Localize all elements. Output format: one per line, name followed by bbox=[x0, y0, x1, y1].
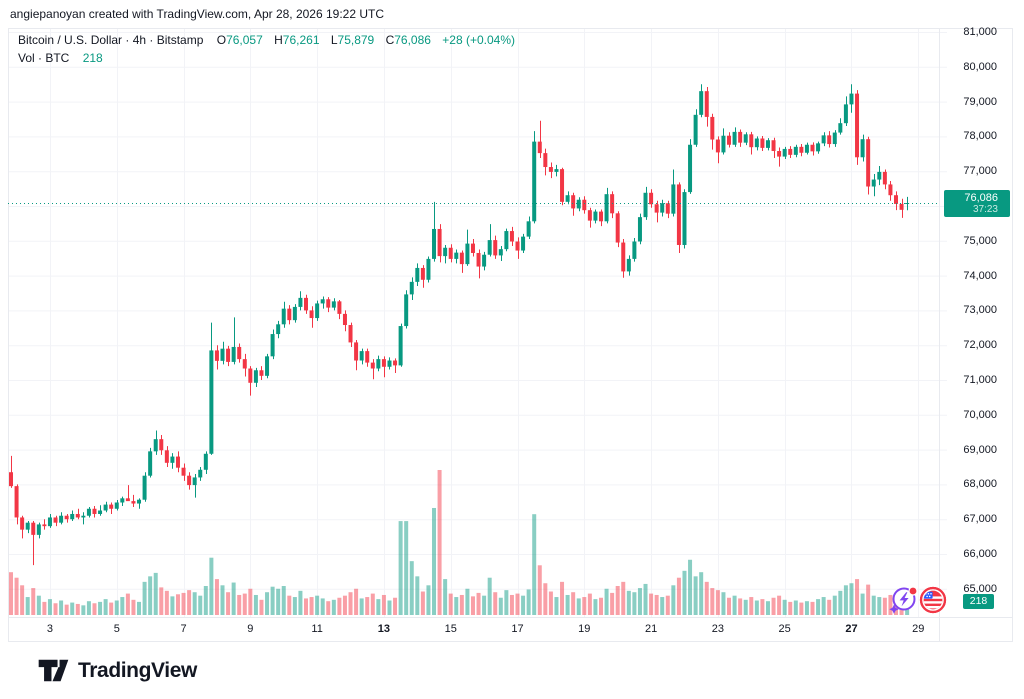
legend-high: H76,261 bbox=[274, 33, 320, 47]
price-tick-label: 70,000 bbox=[963, 408, 997, 421]
time-tick-label: 21 bbox=[644, 623, 658, 635]
symbol-title[interactable]: Bitcoin / U.S. Dollar · 4h · Bitstamp bbox=[18, 33, 204, 47]
volume-value: 218 bbox=[82, 51, 103, 65]
time-tick-label: 15 bbox=[444, 623, 457, 635]
legend-volume-row: Vol · BTC 218 bbox=[18, 50, 515, 66]
legend-close: C76,086 bbox=[385, 33, 431, 47]
price-tick-label: 67,000 bbox=[963, 513, 997, 526]
price-tick-label: 81,000 bbox=[963, 26, 997, 38]
legend-ohlc-row: Bitcoin / U.S. Dollar · 4h · Bitstamp O7… bbox=[18, 32, 515, 48]
time-tick-label: 17 bbox=[511, 623, 524, 635]
legend-change: +28 (+0.04%) bbox=[442, 33, 516, 47]
volume-badge: 218 bbox=[963, 594, 994, 609]
events-flag-icon[interactable] bbox=[919, 586, 949, 616]
price-tick-label: 77,000 bbox=[963, 165, 997, 178]
price-tick-label: 68,000 bbox=[963, 478, 997, 491]
volume-label: Vol · BTC bbox=[18, 51, 70, 65]
price-tick-label: 79,000 bbox=[963, 95, 997, 108]
price-tick-label: 73,000 bbox=[963, 304, 997, 317]
last-price-value: 76,086 bbox=[964, 192, 998, 204]
time-tick-label: 3 bbox=[46, 623, 54, 635]
time-tick-label: 23 bbox=[711, 623, 724, 635]
time-tick-label: 13 bbox=[377, 623, 391, 635]
bar-countdown: 37:23 bbox=[972, 204, 998, 215]
price-tick-label: 80,000 bbox=[963, 60, 997, 73]
tradingview-logo-text: TradingView bbox=[78, 658, 197, 682]
price-tick-label: 72,000 bbox=[963, 339, 997, 352]
time-tick-label: 5 bbox=[113, 623, 120, 635]
symbol-legend[interactable]: Bitcoin / U.S. Dollar · 4h · Bitstamp O7… bbox=[18, 32, 515, 68]
tradingview-logo[interactable]: TradingView bbox=[38, 657, 197, 684]
tradingview-logo-icon bbox=[38, 659, 69, 682]
attribution-text: angiepanoyan created with TradingView.co… bbox=[10, 7, 385, 21]
legend-low: L75,879 bbox=[330, 33, 375, 47]
price-tick-label: 75,000 bbox=[963, 234, 997, 247]
time-axis[interactable]: 3 5 7 9 11 13 15 17 19 21 23 25 27 29 bbox=[0, 617, 1013, 641]
time-tick-label: 9 bbox=[247, 623, 254, 635]
price-tick-label: 65,000 bbox=[963, 582, 997, 595]
events-lightning-icon[interactable] bbox=[888, 584, 918, 614]
price-tick-label: 74,000 bbox=[963, 269, 997, 282]
price-tick-label: 71,000 bbox=[963, 374, 997, 386]
time-tick-label: 7 bbox=[180, 623, 187, 635]
time-tick-label: 25 bbox=[778, 623, 791, 635]
time-tick-label: 11 bbox=[311, 623, 323, 635]
time-tick-label: 19 bbox=[578, 623, 591, 635]
last-price-badge: 76,086 37:23 bbox=[944, 190, 1010, 217]
price-tick-label: 78,000 bbox=[963, 130, 997, 143]
price-tick-label: 66,000 bbox=[963, 548, 997, 560]
price-tick-label: 69,000 bbox=[963, 443, 997, 456]
legend-open: O76,057 bbox=[216, 33, 263, 47]
time-tick-label: 27 bbox=[845, 623, 858, 635]
time-tick-label: 29 bbox=[912, 623, 925, 635]
